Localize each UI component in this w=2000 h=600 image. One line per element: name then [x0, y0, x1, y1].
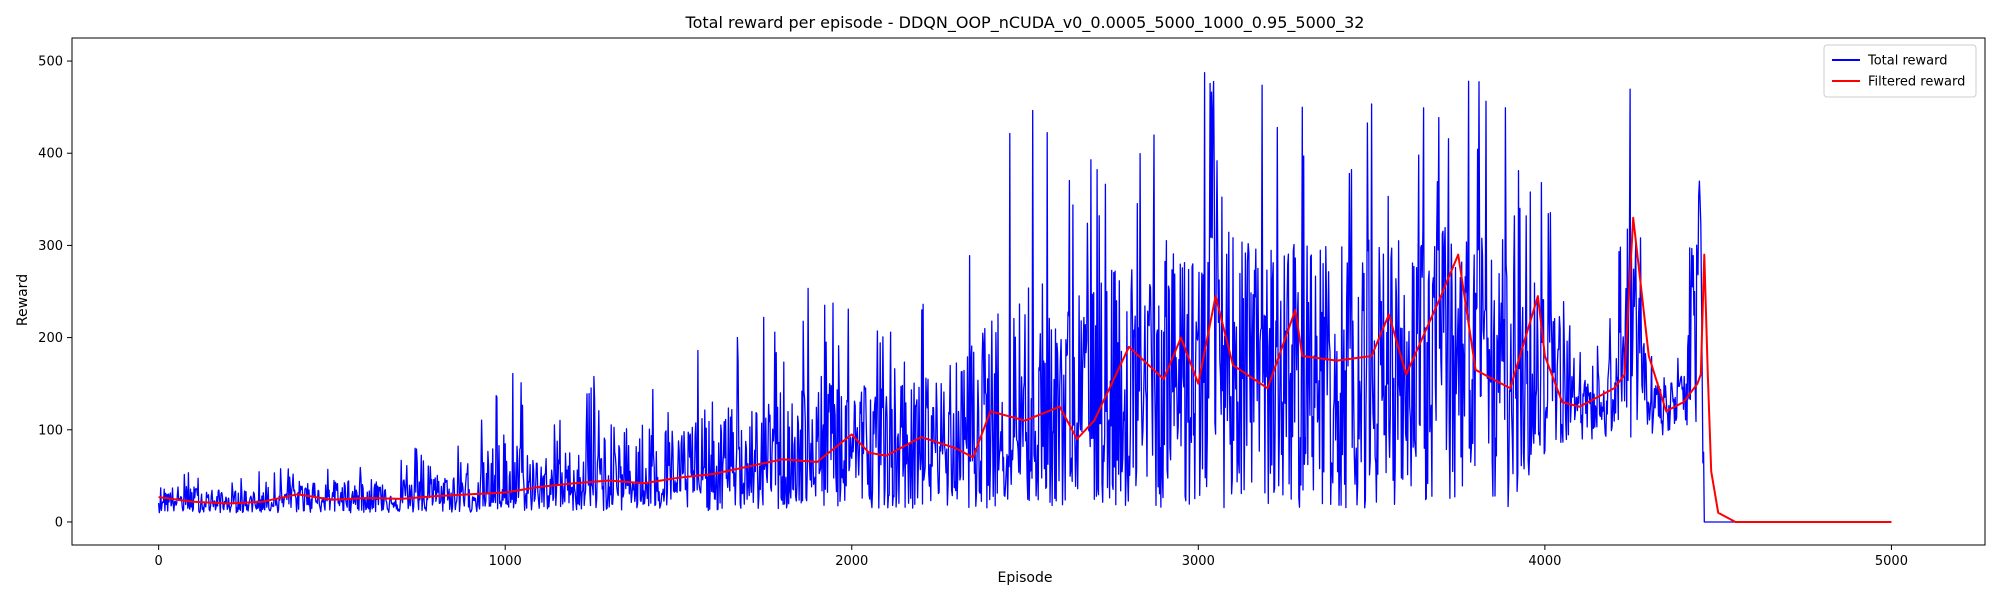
plot-area — [157, 72, 1892, 523]
x-tick-label: 5000 — [1875, 554, 1908, 569]
legend: Total reward Filtered reward — [1823, 44, 1977, 98]
x-tick-label: 1000 — [489, 554, 522, 569]
x-tick-label: 2000 — [835, 554, 868, 569]
axes: 0 1000 2000 3000 4000 5000 0 100 200 300 400 500 — [38, 37, 1986, 569]
y-tick-label: 400 — [38, 147, 63, 162]
legend-label: Total reward — [1867, 54, 1948, 69]
y-tick-label: 200 — [38, 331, 63, 346]
x-tick-label: 3000 — [1182, 554, 1215, 569]
series-total-reward-line — [157, 72, 1892, 523]
y-tick-label: 100 — [38, 423, 63, 438]
series-filtered-reward-line — [158, 216, 1892, 523]
y-tick-label: 300 — [38, 239, 63, 254]
y-tick-label: 0 — [55, 515, 63, 530]
x-tick-label: 0 — [154, 554, 162, 569]
axes-frame — [71, 37, 1986, 546]
x-tick-label: 4000 — [1528, 554, 1561, 569]
y-tick-label: 500 — [38, 55, 63, 70]
y-axis-title: Reward — [15, 274, 31, 326]
x-axis-title: Episode — [998, 570, 1053, 586]
legend-box — [1823, 44, 1977, 98]
chart-title: Total reward per episode - DDQN_OOP_nCUD… — [685, 13, 1365, 33]
legend-label: Filtered reward — [1868, 75, 1965, 90]
